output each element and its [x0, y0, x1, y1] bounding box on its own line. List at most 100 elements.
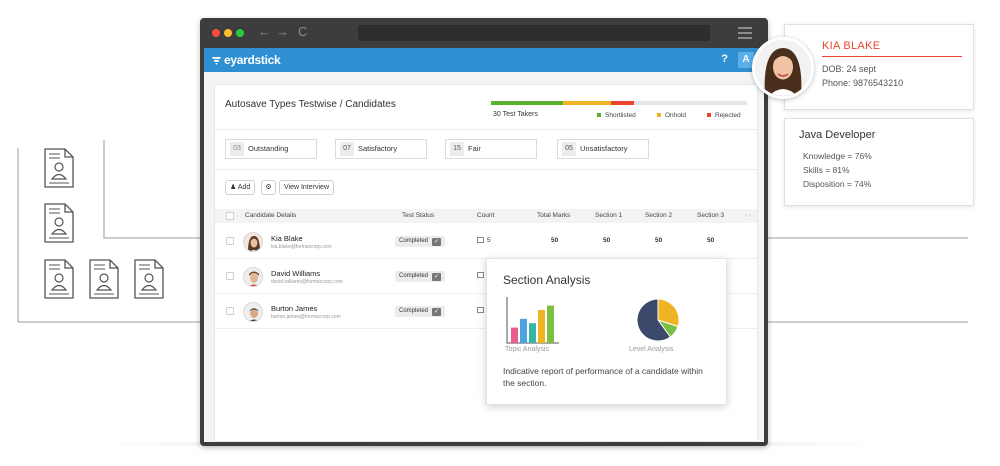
test-takers-progress-bar	[491, 101, 747, 105]
resume-document-icon	[44, 148, 74, 188]
shortlisted-swatch	[597, 113, 601, 117]
col-test-status[interactable]: Test Status	[402, 212, 435, 219]
disposition-score: Disposition = 74%	[803, 179, 872, 189]
status-badge: Completed ✓	[395, 271, 446, 282]
candidate-profile-card: KIA BLAKE DOB: 24 sept Phone: 9876543210	[784, 24, 974, 110]
rating-outstanding[interactable]: 03 Outstanding	[225, 139, 317, 159]
legend-rejected[interactable]: Rejected	[707, 112, 741, 119]
avatar	[243, 302, 263, 322]
rating-fair[interactable]: 15 Fair	[445, 139, 537, 159]
back-arrow-icon[interactable]: ←	[258, 24, 271, 39]
view-interview-button[interactable]: View Interview	[279, 180, 335, 195]
profile-name-underline	[822, 56, 962, 57]
topic-analysis-bar-chart[interactable]	[505, 295, 561, 345]
reload-icon[interactable]: C	[298, 24, 308, 39]
forward-arrow-icon[interactable]: →	[276, 24, 289, 39]
col-candidate-details[interactable]: Candidate Details	[245, 212, 297, 219]
status-badge: Completed ✓	[395, 306, 446, 317]
topic-bar	[547, 305, 554, 343]
table-row[interactable]: Kia Blake kia.blake@formaccorp.com Compl…	[215, 224, 757, 259]
row-checkbox[interactable]	[226, 307, 234, 315]
address-bar[interactable]	[358, 25, 710, 41]
account-button[interactable]: A	[738, 52, 754, 68]
scroll-columns-arrows[interactable]: ‹ ›	[745, 212, 752, 219]
level-analysis-label: Level Analysis	[629, 346, 674, 353]
section-1-cell: 50	[603, 237, 611, 244]
account-initial: A	[738, 52, 754, 68]
checkmark-icon[interactable]: ✓	[432, 308, 442, 316]
progress-segment-shortlisted	[491, 101, 563, 105]
candidate-name[interactable]: Kia Blake	[271, 234, 303, 243]
row-checkbox[interactable]	[226, 272, 234, 280]
topic-bar	[538, 310, 545, 343]
topic-bar	[529, 323, 536, 343]
checkmark-icon[interactable]: ✓	[432, 273, 442, 281]
brand-name: eyardstick	[224, 53, 281, 67]
profile-dob: DOB: 24 sept	[822, 64, 877, 74]
close-window-button[interactable]	[212, 29, 220, 37]
total-marks-cell: 50	[551, 237, 559, 244]
progress-segment-onhold	[562, 101, 612, 105]
candidate-name[interactable]: Burton James	[271, 304, 318, 313]
checkmark-icon[interactable]: ✓	[432, 238, 442, 246]
progress-segment-rejected	[611, 101, 635, 105]
divider	[215, 129, 757, 130]
section-analysis-title: Section Analysis	[503, 273, 591, 287]
topic-bar	[511, 327, 518, 343]
table-header: Candidate Details Test Status Count Tota…	[215, 209, 757, 223]
knowledge-score: Knowledge = 76%	[803, 151, 872, 161]
app-header: eyardstick ? A	[204, 48, 764, 72]
col-total-marks[interactable]: Total Marks	[537, 212, 571, 219]
col-section-3[interactable]: Section 3	[697, 212, 725, 219]
candidate-email: burton.james@formaccorp.com	[271, 314, 341, 320]
divider	[215, 169, 757, 170]
level-pie-slice	[657, 298, 680, 328]
gear-icon: ⚙	[265, 184, 272, 191]
col-section-1[interactable]: Section 1	[595, 212, 623, 219]
col-count[interactable]: Count	[477, 212, 495, 219]
candidate-name[interactable]: David Williams	[271, 269, 321, 278]
job-match-card: Java Developer Knowledge = 76% Skills = …	[784, 118, 974, 206]
candidate-email: david.williams@formaccorp.com	[271, 279, 343, 285]
job-title: Java Developer	[799, 129, 876, 141]
level-pie-slice	[636, 298, 672, 342]
topic-bar	[520, 318, 527, 343]
document-icon	[477, 237, 484, 243]
status-badge: Completed ✓	[395, 236, 446, 247]
rating-satisfactory[interactable]: 07 Satisfactory	[335, 139, 427, 159]
skills-score: Skills = 81%	[803, 165, 850, 175]
hamburger-menu-icon[interactable]	[738, 27, 752, 42]
browser-chrome: ← → C	[200, 18, 768, 48]
row-checkbox[interactable]	[226, 237, 234, 245]
count-cell	[477, 272, 487, 279]
legend-shortlisted[interactable]: Shortlisted	[597, 112, 636, 119]
page-title: Autosave Types Testwise / Candidates	[225, 99, 396, 110]
avatar	[243, 232, 263, 252]
brand-logo[interactable]: eyardstick	[212, 53, 281, 67]
profile-name: KIA BLAKE	[822, 40, 881, 52]
profile-photo	[752, 37, 814, 99]
level-analysis-pie-chart[interactable]	[635, 297, 681, 343]
section-3-cell: 50	[707, 237, 715, 244]
resume-document-icon	[44, 203, 74, 243]
minimize-window-button[interactable]	[224, 29, 232, 37]
test-takers-count: 30 Test Takers	[493, 111, 538, 118]
help-button[interactable]: ?	[721, 53, 728, 65]
resume-document-icon	[44, 259, 74, 299]
candidate-email: kia.blake@formaccorp.com	[271, 244, 332, 250]
col-section-2[interactable]: Section 2	[645, 212, 673, 219]
settings-button[interactable]: ⚙	[261, 180, 276, 195]
maximize-window-button[interactable]	[236, 29, 244, 37]
section-analysis-popup: Section Analysis Topic Analysis Level An…	[486, 258, 727, 405]
section-analysis-description: Indicative report of performance of a ca…	[503, 366, 703, 388]
add-button[interactable]: ♟ Add	[225, 180, 256, 195]
person-icon: ♟	[230, 184, 238, 191]
section-2-cell: 50	[655, 237, 663, 244]
count-cell: 5	[477, 237, 491, 244]
select-all-checkbox[interactable]	[226, 212, 234, 220]
legend-onhold[interactable]: Onhold	[657, 112, 686, 119]
count-cell	[477, 307, 487, 314]
rating-unsatisfactory[interactable]: 05 Unsatisfactory	[557, 139, 649, 159]
